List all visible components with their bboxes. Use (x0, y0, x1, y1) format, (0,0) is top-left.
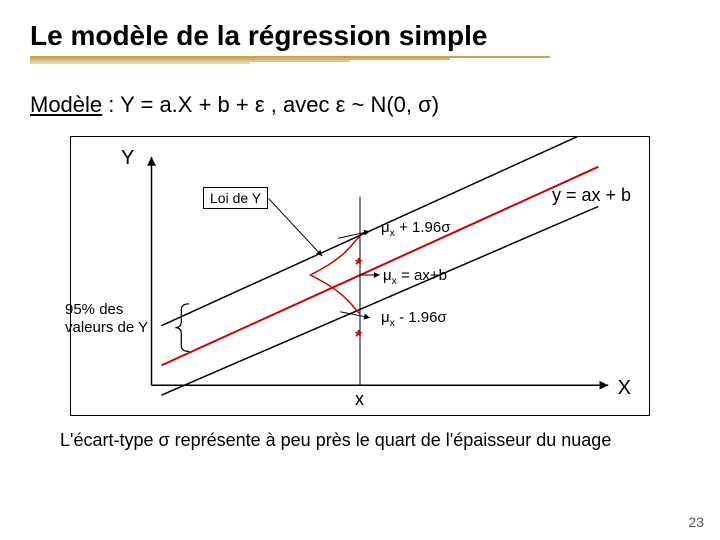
page-number: 23 (688, 514, 704, 530)
y-axis-label: Y (121, 147, 134, 170)
diagram-svg (71, 137, 649, 415)
uline-4 (30, 62, 250, 64)
arrow-top (338, 231, 370, 238)
bell-curve (310, 236, 360, 313)
upper-band (161, 137, 598, 326)
model-equation: Modèle : Y = a.X + b + ε , avec ε ~ N(0,… (30, 92, 690, 118)
star-top: * (355, 255, 362, 276)
mu-minus-label: μx - 1.96σ (381, 309, 447, 329)
diagram-container: Y Loi de Y μx + 1.96σ μx = ax+b μx - 1.9… (70, 136, 650, 416)
pct-label: 95% desvaleurs de Y (65, 301, 148, 337)
lower-band (161, 207, 598, 396)
model-eq-text: : Y = a.X + b + ε , avec ε ~ N(0, σ) (102, 92, 439, 117)
star-bot: * (355, 327, 362, 348)
x-small-label: x (355, 389, 364, 410)
mu-eq-label: μx = ax+b (383, 267, 447, 287)
model-label: Modèle (30, 92, 102, 117)
left-brace (175, 304, 189, 352)
loi-arrow (269, 199, 323, 257)
page-title: Le modèle de la régression simple (30, 20, 690, 52)
x-big-label: X (618, 377, 631, 400)
eq-right-label: y = ax + b (552, 185, 631, 206)
loi-box: Loi de Y (203, 187, 268, 209)
footnote: L'écart-type σ représente à peu près le … (60, 430, 690, 451)
mu-plus-label: μx + 1.96σ (381, 219, 450, 239)
title-underline (30, 56, 690, 64)
